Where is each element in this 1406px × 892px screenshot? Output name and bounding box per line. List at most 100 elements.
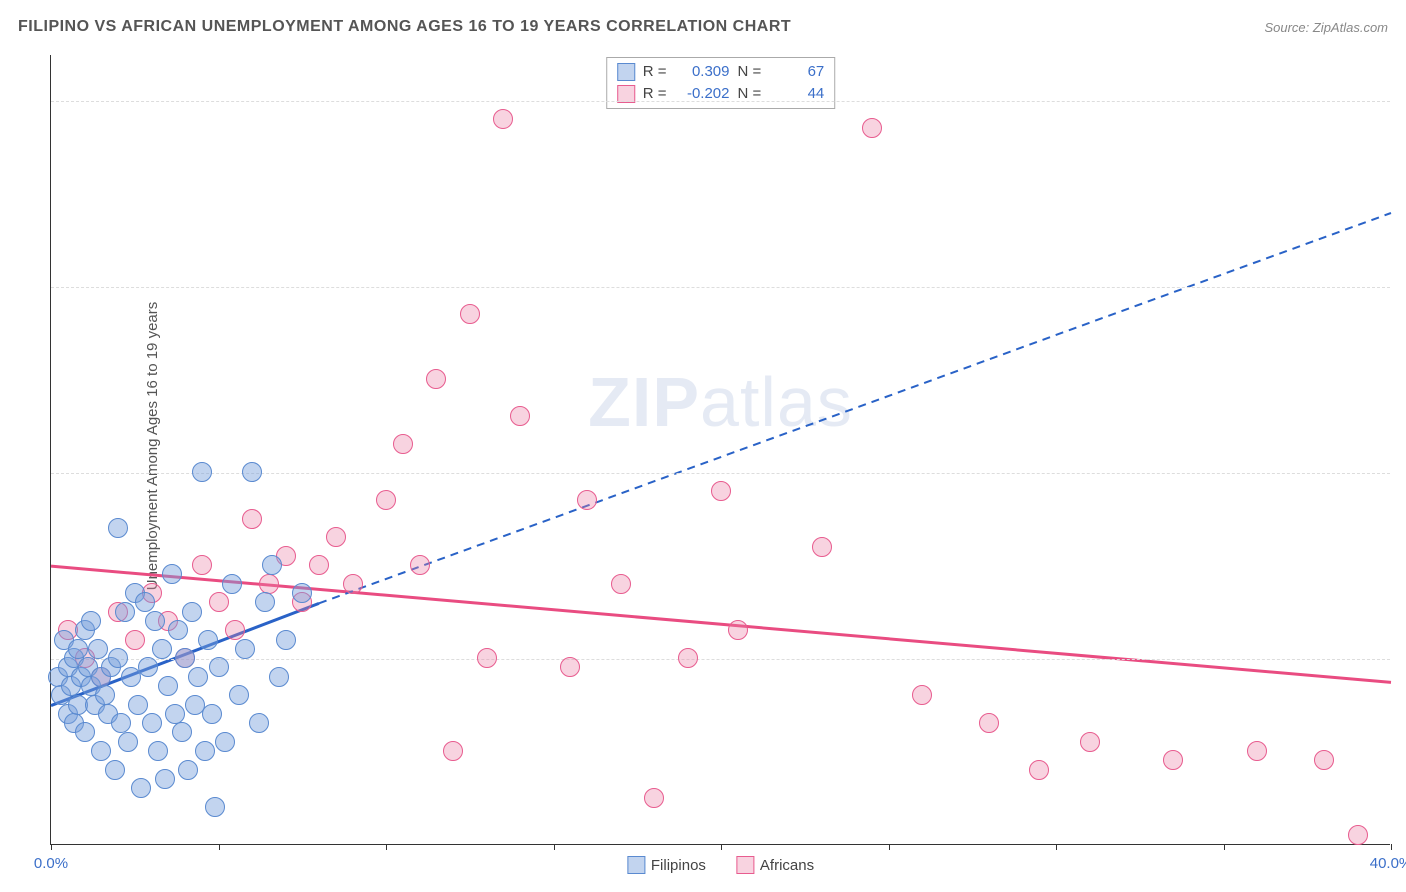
data-point-africans (460, 304, 480, 324)
source-attribution: Source: ZipAtlas.com (1264, 20, 1388, 35)
grid-line (51, 659, 1390, 660)
data-point-filipinos (195, 741, 215, 761)
swatch-africans (617, 85, 635, 103)
data-point-filipinos (88, 639, 108, 659)
data-point-filipinos (95, 685, 115, 705)
data-point-filipinos (172, 722, 192, 742)
data-point-africans (443, 741, 463, 761)
swatch-africans-legend (736, 856, 754, 874)
legend-label-filipinos: Filipinos (651, 857, 706, 874)
data-point-filipinos (142, 713, 162, 733)
data-point-filipinos (209, 657, 229, 677)
data-point-filipinos (158, 676, 178, 696)
data-point-africans (812, 537, 832, 557)
data-point-filipinos (111, 713, 131, 733)
data-point-filipinos (262, 555, 282, 575)
data-point-filipinos (91, 741, 111, 761)
data-point-filipinos (222, 574, 242, 594)
data-point-africans (912, 685, 932, 705)
data-point-filipinos (148, 741, 168, 761)
data-point-africans (1247, 741, 1267, 761)
data-point-filipinos (175, 648, 195, 668)
data-point-filipinos (182, 602, 202, 622)
data-point-filipinos (229, 685, 249, 705)
data-point-africans (1348, 825, 1368, 845)
data-point-africans (326, 527, 346, 547)
data-point-filipinos (108, 648, 128, 668)
x-tick (1056, 844, 1057, 850)
x-tick (1391, 844, 1392, 850)
trend-line (51, 566, 1391, 682)
data-point-africans (343, 574, 363, 594)
data-point-africans (979, 713, 999, 733)
x-tick (219, 844, 220, 850)
data-point-filipinos (168, 620, 188, 640)
data-point-africans (678, 648, 698, 668)
data-point-filipinos (188, 667, 208, 687)
data-point-africans (711, 481, 731, 501)
data-point-africans (242, 509, 262, 529)
data-point-africans (862, 118, 882, 138)
data-point-filipinos (235, 639, 255, 659)
chart-title: FILIPINO VS AFRICAN UNEMPLOYMENT AMONG A… (18, 18, 791, 36)
data-point-africans (1080, 732, 1100, 752)
data-point-filipinos (75, 722, 95, 742)
data-point-africans (209, 592, 229, 612)
data-point-filipinos (68, 639, 88, 659)
data-point-africans (728, 620, 748, 640)
grid-line (51, 101, 1390, 102)
data-point-filipinos (115, 602, 135, 622)
n-value-filipinos: 67 (769, 61, 824, 83)
legend-item-filipinos: Filipinos (627, 856, 706, 874)
stats-row-filipinos: R = 0.309 N = 67 (617, 61, 825, 83)
data-point-africans (393, 434, 413, 454)
grid-line (51, 287, 1390, 288)
swatch-filipinos (617, 63, 635, 81)
r-value-filipinos: 0.309 (675, 61, 730, 83)
n-label: N = (738, 61, 762, 83)
data-point-africans (192, 555, 212, 575)
data-point-filipinos (105, 760, 125, 780)
data-point-filipinos (255, 592, 275, 612)
data-point-filipinos (165, 704, 185, 724)
data-point-filipinos (145, 611, 165, 631)
data-point-africans (644, 788, 664, 808)
legend: Filipinos Africans (627, 856, 814, 874)
x-tick (51, 844, 52, 850)
legend-item-africans: Africans (736, 856, 814, 874)
data-point-filipinos (198, 630, 218, 650)
data-point-filipinos (276, 630, 296, 650)
data-point-africans (259, 574, 279, 594)
data-point-filipinos (205, 797, 225, 817)
scatter-plot-area: ZIPatlas R = 0.309 N = 67 R = -0.202 N =… (50, 55, 1390, 845)
data-point-africans (309, 555, 329, 575)
legend-label-africans: Africans (760, 857, 814, 874)
data-point-filipinos (162, 564, 182, 584)
data-point-filipinos (81, 611, 101, 631)
data-point-africans (493, 109, 513, 129)
data-point-filipinos (192, 462, 212, 482)
data-point-filipinos (242, 462, 262, 482)
x-tick (889, 844, 890, 850)
data-point-filipinos (108, 518, 128, 538)
x-tick (386, 844, 387, 850)
data-point-africans (125, 630, 145, 650)
r-label: R = (643, 61, 667, 83)
data-point-africans (410, 555, 430, 575)
data-point-africans (1163, 750, 1183, 770)
data-point-filipinos (128, 695, 148, 715)
trend-line (319, 213, 1391, 603)
data-point-africans (611, 574, 631, 594)
x-tick-label: 0.0% (34, 855, 68, 872)
data-point-filipinos (215, 732, 235, 752)
data-point-filipinos (202, 704, 222, 724)
x-tick-label: 40.0% (1370, 855, 1406, 872)
x-tick (721, 844, 722, 850)
data-point-africans (577, 490, 597, 510)
data-point-africans (376, 490, 396, 510)
data-point-filipinos (292, 583, 312, 603)
x-tick (554, 844, 555, 850)
data-point-filipinos (249, 713, 269, 733)
data-point-africans (510, 406, 530, 426)
data-point-filipinos (178, 760, 198, 780)
